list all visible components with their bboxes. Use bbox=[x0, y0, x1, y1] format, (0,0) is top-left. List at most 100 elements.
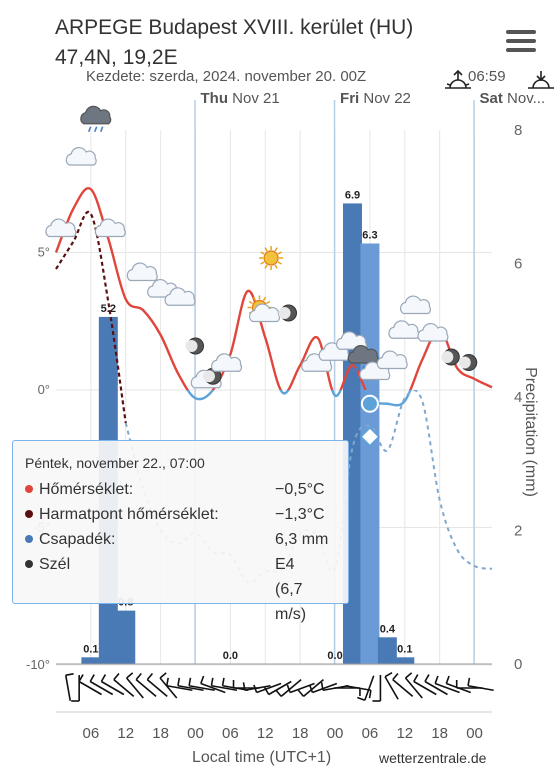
dew-dot-icon bbox=[25, 510, 33, 518]
wind-barb bbox=[275, 679, 302, 697]
wind-barb-flag bbox=[392, 673, 399, 681]
wind-barb-flag bbox=[297, 689, 305, 697]
wind-barb-flag bbox=[320, 682, 324, 691]
moon-light bbox=[441, 351, 454, 363]
x-tick-label: 12 bbox=[257, 725, 274, 742]
wind-barb-flag bbox=[424, 674, 430, 682]
wind-barb-staff bbox=[113, 679, 135, 697]
wind-barb-staff bbox=[345, 684, 372, 692]
wind-barb-flag bbox=[368, 690, 372, 699]
wind-barb-staff bbox=[100, 680, 125, 696]
day-label-rest: Nov... bbox=[503, 90, 545, 107]
precip-bar-label: 6.3 bbox=[362, 229, 377, 241]
wind-barb-flag bbox=[126, 672, 134, 679]
tooltip-wind-label: Szél bbox=[39, 556, 71, 573]
wind-barb-staff bbox=[303, 679, 324, 697]
wind-barb-staff bbox=[89, 680, 114, 696]
day-label: Thu Nov 21 bbox=[201, 90, 280, 107]
wind-barb bbox=[264, 680, 292, 696]
moon-icon bbox=[202, 367, 222, 385]
wind-barb bbox=[113, 673, 135, 697]
cloud-icon bbox=[211, 353, 243, 372]
wind-barb bbox=[78, 674, 102, 696]
hamburger-menu-icon[interactable] bbox=[506, 30, 536, 52]
precip-bar bbox=[81, 657, 101, 664]
y-right-tick-label: 0 bbox=[514, 656, 522, 673]
wind-barb-flag bbox=[177, 677, 181, 686]
wind-barb-staff bbox=[404, 677, 423, 699]
cloud-shape bbox=[249, 303, 281, 323]
wind-barb-staff bbox=[177, 684, 204, 692]
rain-drop bbox=[87, 126, 92, 133]
wind-barb bbox=[159, 672, 178, 699]
rain-drop bbox=[355, 365, 359, 372]
tooltip-temp-row: Hőmérséklet: −0,5°C bbox=[25, 477, 336, 502]
wind-barb-flag bbox=[286, 684, 291, 693]
y-right-tick-label: 6 bbox=[514, 256, 522, 273]
day-label: Fri Nov 22 bbox=[340, 90, 411, 107]
dewpoint-line bbox=[55, 210, 127, 424]
x-tick-label: 12 bbox=[396, 725, 413, 742]
cloud-shape bbox=[65, 146, 97, 166]
x-tick-label: 06 bbox=[362, 725, 379, 742]
sun-shape bbox=[263, 250, 279, 266]
rain-cloud-shape bbox=[347, 344, 379, 364]
wind-barb-staff bbox=[256, 682, 282, 694]
tooltip-wind-value2: (6,7 m/s) bbox=[275, 581, 307, 623]
wind-barb bbox=[392, 673, 414, 697]
wind-barb-flag bbox=[188, 677, 192, 686]
cloud-icon bbox=[45, 218, 77, 238]
sunrise-time: 06:59 bbox=[468, 68, 506, 85]
precip-bar bbox=[377, 637, 397, 664]
wind-barb-flag bbox=[384, 672, 393, 678]
wind-barb bbox=[135, 673, 157, 697]
wind-barb-flag bbox=[146, 673, 154, 681]
wind-barb-staff bbox=[413, 680, 437, 696]
cloud-shape bbox=[164, 287, 196, 306]
wind-barb-flag bbox=[165, 677, 169, 686]
sunset-icon bbox=[528, 71, 554, 89]
wind-barb-staff bbox=[200, 682, 226, 694]
wind-barb-staff bbox=[211, 684, 238, 692]
credit-link[interactable]: wetterzentrale.de bbox=[379, 750, 487, 766]
sunrise-icon bbox=[445, 69, 471, 89]
sun-icon bbox=[259, 246, 284, 270]
cloud-icon bbox=[400, 295, 432, 315]
x-tick-label: 00 bbox=[466, 725, 483, 742]
wind-barb-staff bbox=[268, 680, 292, 696]
x-tick-label: 00 bbox=[327, 725, 344, 742]
wind-barb-staff bbox=[135, 679, 157, 697]
wind-barb bbox=[253, 682, 282, 694]
rain-cloud-shape bbox=[80, 105, 112, 125]
wind-barb-staff bbox=[434, 682, 460, 694]
precip-bar bbox=[395, 657, 415, 664]
tooltip-dew-row: Harmatpont hőmérséklet: −1,3°C bbox=[25, 502, 336, 527]
wind-barb-flag bbox=[221, 677, 225, 686]
wind-barb-staff bbox=[312, 682, 338, 694]
wind-barb-flag bbox=[135, 673, 142, 681]
chart-title: ARPEGE Budapest XVIII. kerület (HU) bbox=[55, 16, 414, 39]
cloud-shape bbox=[45, 218, 77, 238]
wind-barb-flag bbox=[434, 675, 439, 684]
wind-barb bbox=[384, 672, 399, 700]
sun-ray bbox=[248, 300, 253, 305]
cloud-icon bbox=[65, 146, 97, 166]
precip-bar-label: 0.0 bbox=[223, 650, 238, 662]
precip-bar-label: 0.1 bbox=[83, 643, 98, 655]
wind-barb-flag bbox=[357, 696, 366, 701]
sun-ray bbox=[277, 251, 282, 255]
wind-barb bbox=[64, 673, 74, 701]
wind-barb bbox=[165, 677, 193, 692]
y-left-tick-label: 5° bbox=[38, 245, 50, 260]
wind-barb-flag bbox=[308, 684, 314, 693]
chart-subtitle: Kezdete: szerda, 2024. november 20. 00Z bbox=[86, 68, 367, 85]
wind-barb-flag bbox=[264, 687, 270, 695]
tooltip-dew-value: −1,3°C bbox=[275, 506, 325, 523]
wind-barb bbox=[333, 687, 361, 696]
highlight-temp-marker bbox=[360, 394, 379, 413]
cloud-icon bbox=[417, 322, 449, 342]
wind-barb-flag bbox=[242, 682, 246, 691]
day-label-bold: Thu bbox=[201, 90, 229, 107]
wind-barb-flag bbox=[275, 689, 282, 697]
